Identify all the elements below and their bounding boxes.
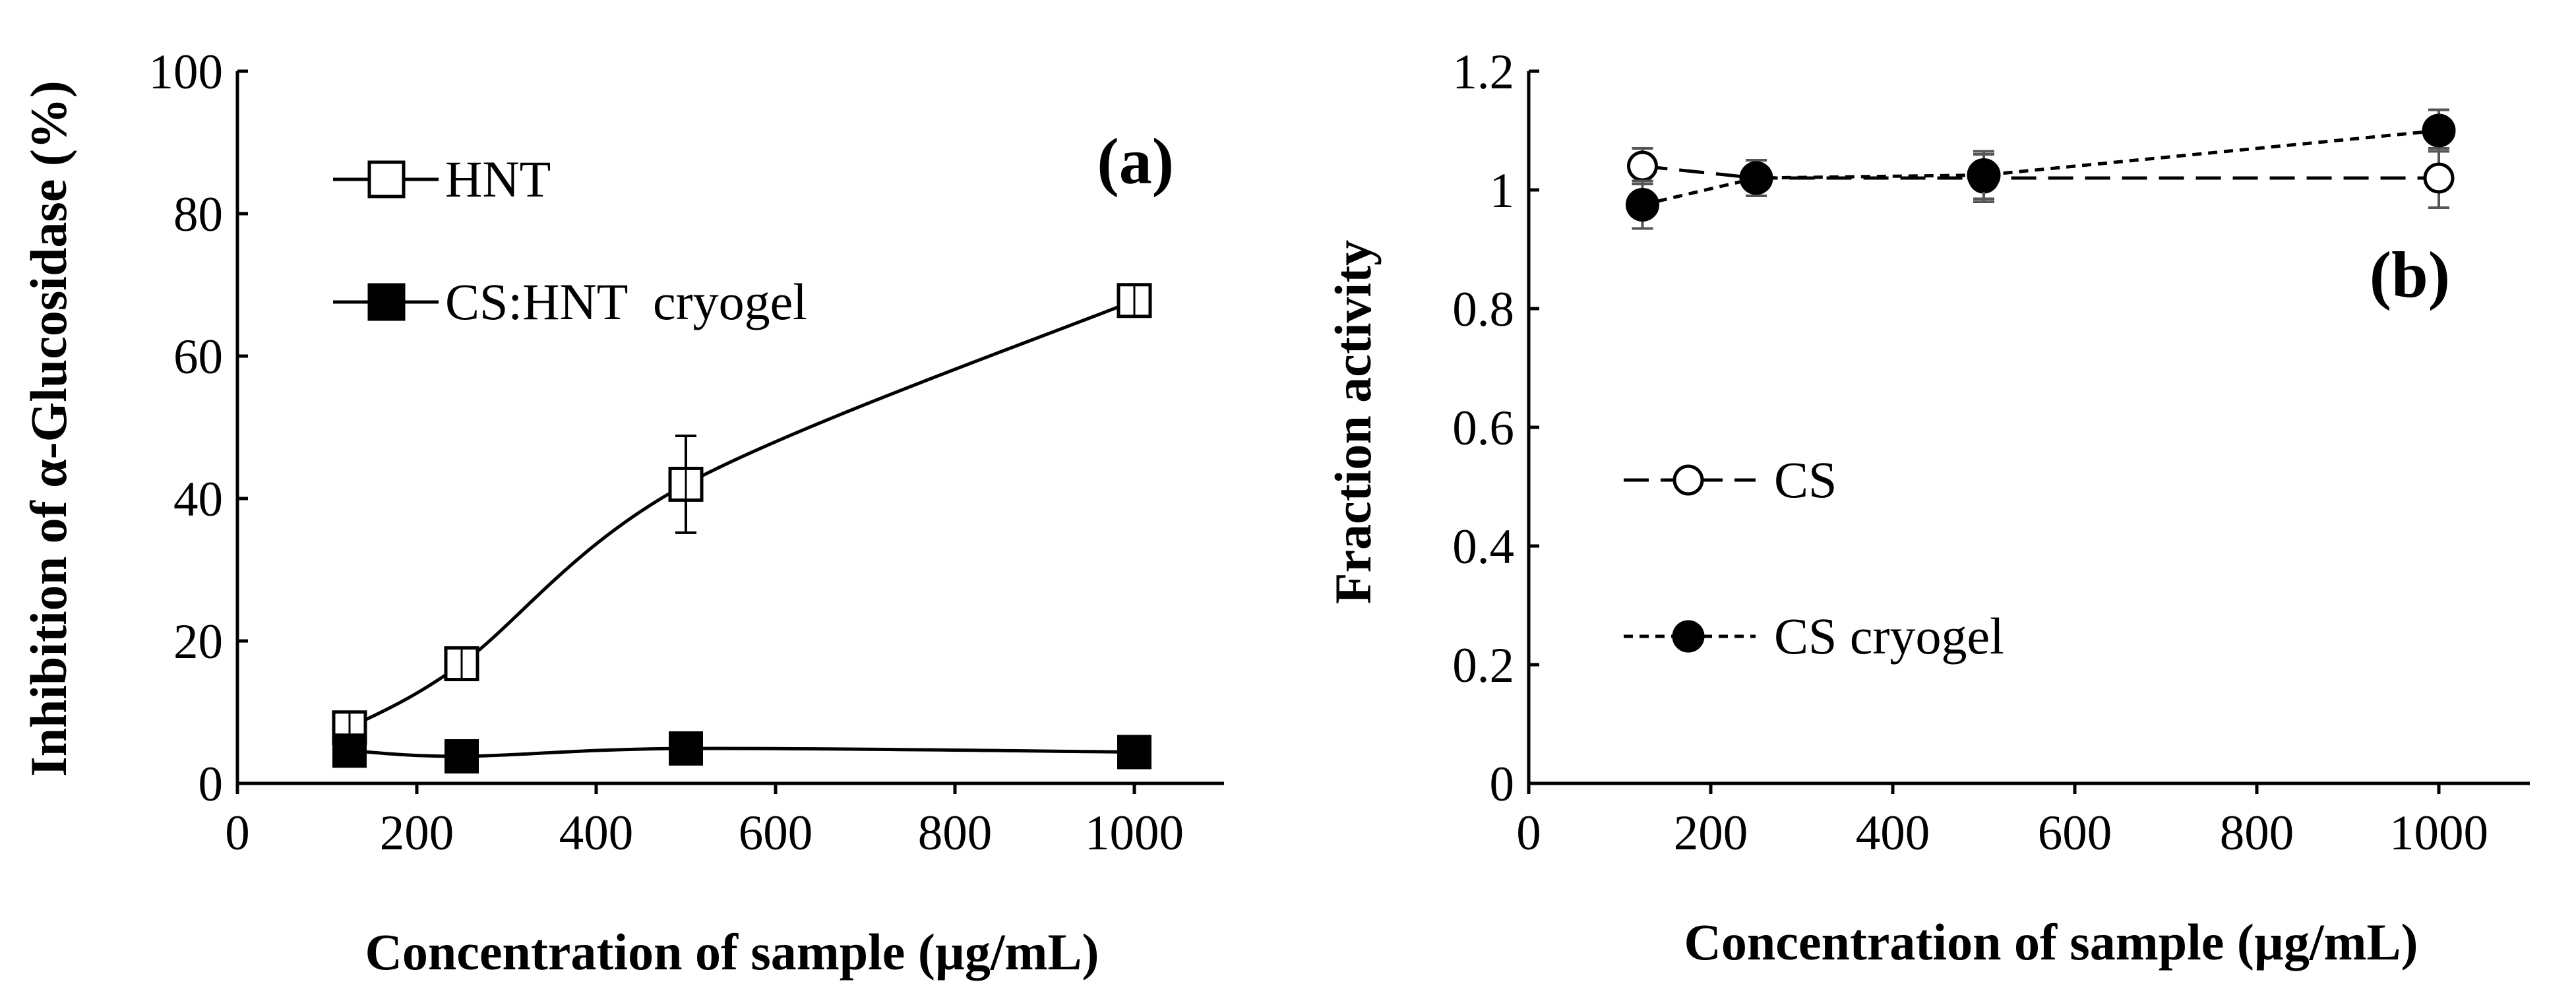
legend-entry-hnt: HNT [333,150,551,208]
panel-b-y-tick-label: 0.8 [1452,282,1514,337]
series-line-cs-hnt-cryogel [349,746,1135,758]
data-point-cs-cryogel [1626,188,1659,222]
panel-a-y-axis-title: Inhibition of α-Glucosidase (%) [20,80,77,777]
series-line-cs-cryogel [1641,129,2439,206]
legend-cs-cryogel-label: CS cryogel [1774,607,2004,665]
panel-b-x-tick-label: 600 [2038,806,2112,861]
panel-b-label: (b) [2370,238,2450,311]
data-point-cs-cryogel [2422,113,2456,148]
panel-b-ticks: 0 0.2 0.4 0.6 0.8 1 1.2 0 200 400 600 800 1000 [1452,45,2488,861]
panel-a-x-tick-label: 1000 [1085,806,1184,861]
panel-b: 0 0.2 0.4 0.6 0.8 1 1.2 0 200 400 600 800 1000 Fract… [1324,45,2530,971]
data-point-cs-hnt-cryogel [332,733,367,768]
legend-cs-hnt-marker [367,283,406,321]
panel-b-y-tick-label: 0.4 [1452,520,1514,574]
series-line-hnt [348,299,1135,729]
panel-a-plot-area [332,283,1152,774]
panel-b-legend: CS CS cryogel [1624,451,2004,665]
data-point-cs-hnt-cryogel [669,731,703,766]
panel-a-x-tick-label: 200 [380,806,454,861]
panel-a-y-tick-label: 80 [173,187,223,242]
legend-entry-cs-hnt-cryogel: CS:HNT cryogel [333,273,807,330]
panel-a-y-tick-label: 100 [149,45,224,100]
panel-b-y-tick-label: 0 [1490,757,1515,812]
panel-b-x-tick-label: 0 [1516,806,1541,861]
legend-cs-label: CS [1774,451,1837,508]
data-point-cs-hnt-cryogel [445,739,479,774]
panel-a-y-tick-label: 40 [173,472,223,527]
panel-a-x-tick-label: 400 [559,806,634,861]
panel-b-y-axis-title: Fraction activity [1324,240,1382,604]
legend-cs-cryogel-marker [1672,620,1705,653]
data-point-cs [1627,150,1658,182]
panel-a-y-tick-label: 60 [173,330,223,384]
panel-b-y-tick-label: 0.2 [1452,638,1514,693]
panel-b-x-tick-label: 200 [1674,806,1748,861]
panel-a-x-tick-label: 600 [739,806,813,861]
legend-hnt-label: HNT [445,150,551,208]
panel-b-y-tick-label: 1 [1490,164,1515,218]
panel-b-x-tick-label: 400 [1856,806,1930,861]
panel-b-x-tick-label: 800 [2220,806,2294,861]
data-point-cs-hnt-cryogel [1117,735,1151,770]
legend-cs-marker [1672,464,1704,496]
legend-entry-cs-cryogel: CS cryogel [1624,607,2004,665]
legend-entry-cs: CS [1624,451,1837,508]
panel-a-legend: HNT CS:HNT cryogel [333,150,807,330]
panel-b-y-tick-label: 1.2 [1452,45,1514,100]
panel-b-y-tick-label: 0.6 [1452,401,1514,456]
data-point-cs-cryogel [1967,158,2001,192]
panel-b-x-axis-title: Concentration of sample (µg/mL) [1684,913,2418,971]
panel-b-x-tick-label: 1000 [2389,806,2488,861]
data-point-cs-cryogel [1739,161,1773,195]
legend-cs-hnt-label: CS:HNT cryogel [445,273,807,330]
data-point-cs [2423,162,2455,194]
panel-a-y-tick-label: 0 [199,757,224,812]
panel-a-x-axis-title: Concentration of sample (µg/mL) [365,923,1099,981]
panel-a-x-tick-label: 0 [225,806,250,861]
panel-a-label: (a) [1097,125,1174,198]
panel-b-plot-area [1626,108,2456,230]
panel-a-x-tick-label: 800 [918,806,993,861]
panel-a-y-tick-label: 20 [173,615,223,669]
legend-hnt-marker [367,160,406,198]
